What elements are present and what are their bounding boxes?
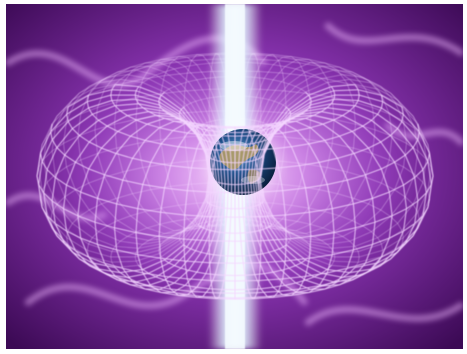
toroidal-field-illustration bbox=[6, 4, 463, 349]
torus-wireframe-front bbox=[36, 84, 434, 300]
illustration-canvas bbox=[6, 4, 463, 349]
